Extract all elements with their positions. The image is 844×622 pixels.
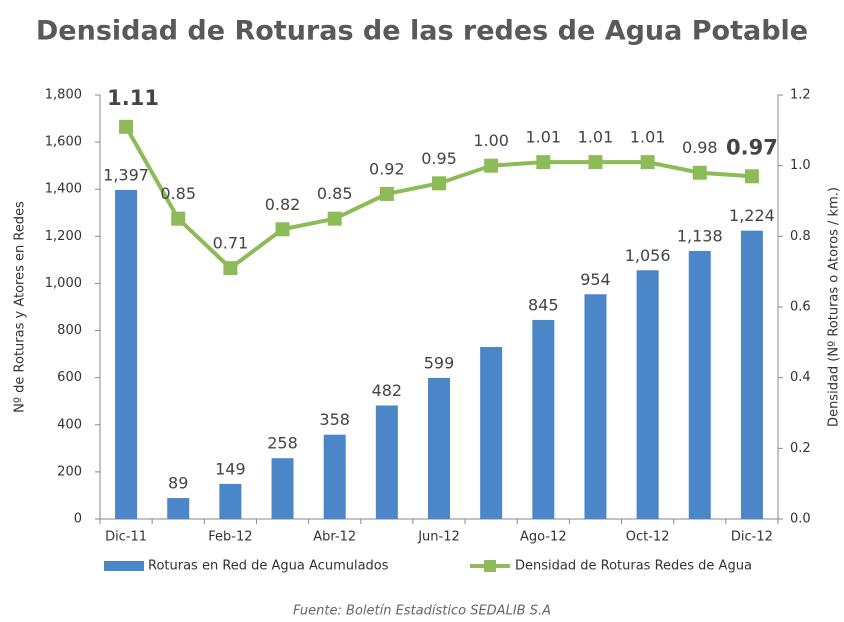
legend-label: Densidad de Roturas Redes de Agua (515, 559, 752, 574)
y-axis-label: Nº de Roturas y Atores en Redes (13, 201, 28, 413)
y-tick-label: 800 (57, 323, 82, 338)
marker (536, 155, 551, 170)
y-tick-label: 1,200 (45, 229, 82, 244)
line-label: 0.98 (682, 138, 718, 157)
marker (275, 222, 290, 237)
bar-label: 258 (267, 434, 298, 453)
legend-swatch (484, 560, 496, 572)
legend-label: Roturas en Red de Agua Acumulados (148, 559, 389, 574)
bar-label: 1,397 (103, 165, 149, 184)
marker (119, 119, 134, 134)
marker (432, 176, 446, 191)
x-tick-label: Dic-12 (731, 530, 773, 545)
line-label: 0.85 (160, 184, 196, 203)
y2-axis-label: Densidad (Nº Roturas o Atoros / km.) (827, 187, 842, 427)
marker (640, 155, 655, 170)
legend-swatch (104, 561, 144, 571)
bar-label: 599 (424, 353, 455, 372)
bar-label: 358 (319, 410, 350, 429)
y2-tick-label: 0.0 (790, 512, 811, 527)
y2-tick-label: 0.2 (790, 441, 811, 456)
line-label: 0.71 (213, 234, 249, 253)
bar (688, 250, 711, 519)
x-tick-label: Feb-12 (208, 530, 252, 545)
y-tick-label: 200 (57, 464, 82, 479)
y-tick-label: 400 (57, 417, 82, 432)
bar-label: 1,138 (677, 226, 723, 245)
line-label: 0.92 (369, 159, 405, 178)
bar-label: 845 (528, 295, 559, 314)
line-label: 1.00 (473, 131, 509, 150)
bar (636, 270, 659, 519)
y-tick-label: 0 (74, 512, 82, 527)
bar (375, 405, 398, 519)
line-label: 1.01 (630, 128, 666, 147)
line-label: 0.85 (317, 184, 353, 203)
line-label: 1.01 (578, 128, 614, 147)
y2-tick-label: 0.6 (790, 300, 811, 315)
bar-label: 482 (372, 381, 403, 400)
marker (223, 261, 238, 276)
bar (480, 347, 503, 519)
y2-tick-label: 0.8 (790, 229, 811, 244)
bar-label: 149 (215, 459, 246, 478)
x-tick-label: Abr-12 (313, 530, 356, 545)
y-tick-label: 1,600 (45, 135, 82, 150)
y-tick-label: 1,400 (45, 182, 82, 197)
bar (219, 483, 242, 519)
bar (323, 434, 346, 519)
x-tick-label: Oct-12 (626, 530, 670, 545)
source: Fuente: Boletín Estadístico SEDALIB S.A (293, 604, 551, 619)
y2-tick-label: 1.0 (790, 158, 811, 173)
bar (271, 458, 294, 519)
bar (167, 498, 190, 519)
marker (588, 155, 603, 170)
x-tick-label: Jun-12 (417, 530, 460, 545)
bar-label: 954 (580, 270, 611, 289)
line-label: 0.82 (265, 195, 301, 214)
y2-tick-label: 1.2 (790, 88, 811, 103)
line-label: 1.01 (525, 128, 561, 147)
marker (327, 211, 342, 226)
bar-label: 1,056 (625, 246, 671, 265)
bar (428, 377, 450, 519)
y-tick-label: 600 (57, 370, 82, 385)
line-label: 0.97 (726, 135, 778, 159)
marker (484, 158, 499, 173)
bar-label: 1,224 (729, 206, 775, 225)
x-tick-label: Ago-12 (520, 530, 567, 545)
bar (740, 230, 763, 519)
x-tick-label: Dic-11 (105, 530, 147, 545)
marker (692, 165, 707, 180)
bar (532, 319, 555, 519)
line-label: 0.95 (421, 149, 457, 168)
bar (115, 189, 138, 519)
marker (171, 211, 186, 226)
y2-tick-label: 0.4 (790, 370, 811, 385)
chart-title: Densidad de Roturas de las redes de Agua… (36, 16, 808, 47)
marker (379, 186, 394, 201)
y-tick-label: 1,800 (45, 88, 82, 103)
line-label: 1.11 (107, 86, 159, 110)
y-tick-label: 1,000 (45, 276, 82, 291)
bar-label: 89 (168, 474, 188, 493)
bar (584, 294, 607, 519)
marker (744, 169, 759, 184)
